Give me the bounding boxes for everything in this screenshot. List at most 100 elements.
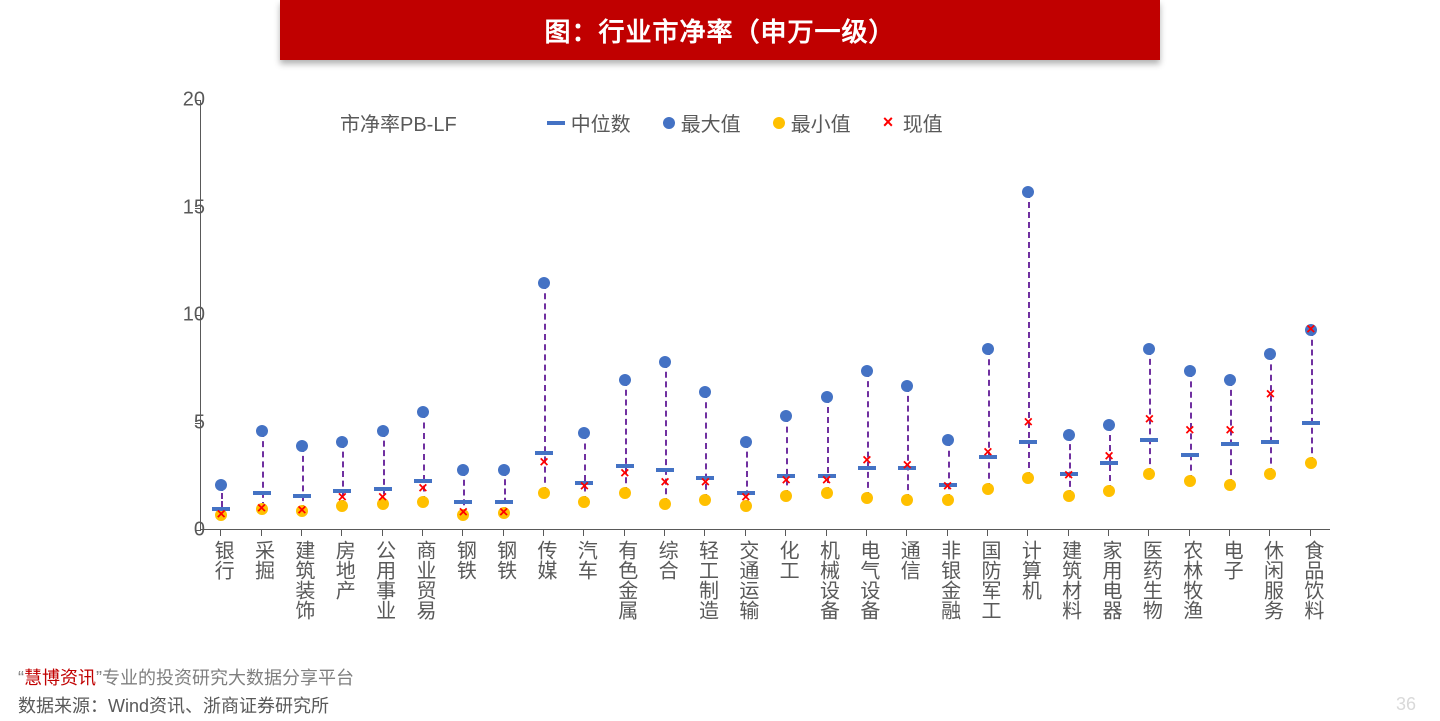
max-marker	[1022, 186, 1034, 198]
x-tick-label: 钢铁	[450, 540, 474, 580]
min-marker	[780, 490, 792, 502]
max-marker	[1224, 374, 1236, 386]
x-tick-label: 通信	[894, 540, 918, 580]
range-stem	[1270, 354, 1272, 474]
min-marker	[982, 483, 994, 495]
min-marker	[901, 494, 913, 506]
current-marker: ×	[1062, 469, 1076, 483]
min-marker	[1184, 475, 1196, 487]
y-tick-label: 10	[165, 304, 205, 327]
max-marker	[417, 406, 429, 418]
current-marker: ×	[214, 508, 228, 522]
median-marker	[253, 491, 271, 495]
max-marker	[901, 380, 913, 392]
data-source: 数据来源：Wind资讯、浙商证券研究所	[18, 692, 329, 718]
max-marker	[215, 479, 227, 491]
legend-now: ×现值	[883, 108, 943, 137]
median-marker	[1221, 442, 1239, 446]
x-tick-label: 房地产	[329, 540, 353, 600]
x-tick-label: 建筑装饰	[289, 540, 313, 620]
legend-median: 中位数	[547, 108, 631, 137]
current-marker: ×	[779, 474, 793, 488]
x-tick-label: 传媒	[531, 540, 555, 580]
max-marker	[538, 277, 550, 289]
y-tick-label: 5	[165, 411, 205, 434]
x-tick-label: 计算机	[1015, 540, 1039, 600]
current-marker: ×	[295, 504, 309, 518]
current-marker: ×	[1304, 323, 1318, 337]
current-marker: ×	[416, 482, 430, 496]
y-tick-label: 0	[165, 519, 205, 542]
x-tick-label: 食品饮料	[1298, 540, 1322, 620]
legend-max: 最大值	[663, 108, 741, 137]
current-marker: ×	[376, 491, 390, 505]
y-axis-label: 市净率PB-LF	[340, 108, 457, 137]
min-marker	[1022, 472, 1034, 484]
x-tick-label: 汽车	[571, 540, 595, 580]
min-marker	[578, 496, 590, 508]
max-marker	[861, 365, 873, 377]
current-marker: ×	[1183, 424, 1197, 438]
max-marker	[821, 391, 833, 403]
max-marker	[336, 436, 348, 448]
current-marker: ×	[820, 474, 834, 488]
x-tick-label: 电子	[1217, 540, 1241, 580]
x-tick-label: 钢铁	[491, 540, 515, 580]
current-marker: ×	[618, 467, 632, 481]
current-marker: ×	[577, 480, 591, 494]
max-marker	[1063, 429, 1075, 441]
min-marker	[942, 494, 954, 506]
x-tick-label: 农林牧渔	[1177, 540, 1201, 620]
x-tick-label: 化工	[773, 540, 797, 580]
max-marker	[740, 436, 752, 448]
max-marker	[982, 343, 994, 355]
current-marker: ×	[1102, 450, 1116, 464]
x-tick-label: 交通运输	[733, 540, 757, 620]
page-number: 36	[1396, 694, 1416, 715]
chart-title: 图：行业市净率（申万一级）	[544, 12, 895, 49]
x-tick-label: 公用事业	[370, 540, 394, 620]
min-marker	[1103, 485, 1115, 497]
max-marker	[619, 374, 631, 386]
min-marker	[417, 496, 429, 508]
x-tick-label: 休闲服务	[1257, 540, 1281, 620]
x-tick-label: 医药生物	[1136, 540, 1160, 620]
min-marker	[1143, 468, 1155, 480]
min-marker	[619, 487, 631, 499]
min-marker	[1264, 468, 1276, 480]
x-tick-label: 机械设备	[814, 540, 838, 620]
current-marker: ×	[698, 476, 712, 490]
min-marker	[1224, 479, 1236, 491]
current-marker: ×	[456, 506, 470, 520]
x-tick-label: 综合	[652, 540, 676, 580]
max-marker	[1103, 419, 1115, 431]
y-tick-label: 15	[165, 196, 205, 219]
x-tick-label: 银行	[208, 540, 232, 580]
min-marker	[538, 487, 550, 499]
range-stem	[1069, 435, 1071, 495]
current-marker: ×	[1263, 388, 1277, 402]
max-marker	[1143, 343, 1155, 355]
median-marker	[293, 494, 311, 498]
max-marker	[1184, 365, 1196, 377]
range-stem	[1311, 330, 1313, 463]
max-marker	[1264, 348, 1276, 360]
x-tick-label: 国防军工	[975, 540, 999, 620]
current-marker: ×	[1142, 413, 1156, 427]
max-marker	[296, 440, 308, 452]
current-marker: ×	[1223, 424, 1237, 438]
range-stem	[867, 371, 869, 498]
current-marker: ×	[860, 454, 874, 468]
median-marker	[656, 468, 674, 472]
max-marker	[780, 410, 792, 422]
range-stem	[1028, 192, 1030, 478]
x-tick-label: 建筑材料	[1056, 540, 1080, 620]
current-marker: ×	[335, 491, 349, 505]
current-marker: ×	[497, 506, 511, 520]
current-marker: ×	[900, 459, 914, 473]
median-marker	[1261, 440, 1279, 444]
x-tick-label: 商业贸易	[410, 540, 434, 620]
x-tick-label: 非银金融	[935, 540, 959, 620]
min-marker	[659, 498, 671, 510]
median-marker	[1019, 440, 1037, 444]
